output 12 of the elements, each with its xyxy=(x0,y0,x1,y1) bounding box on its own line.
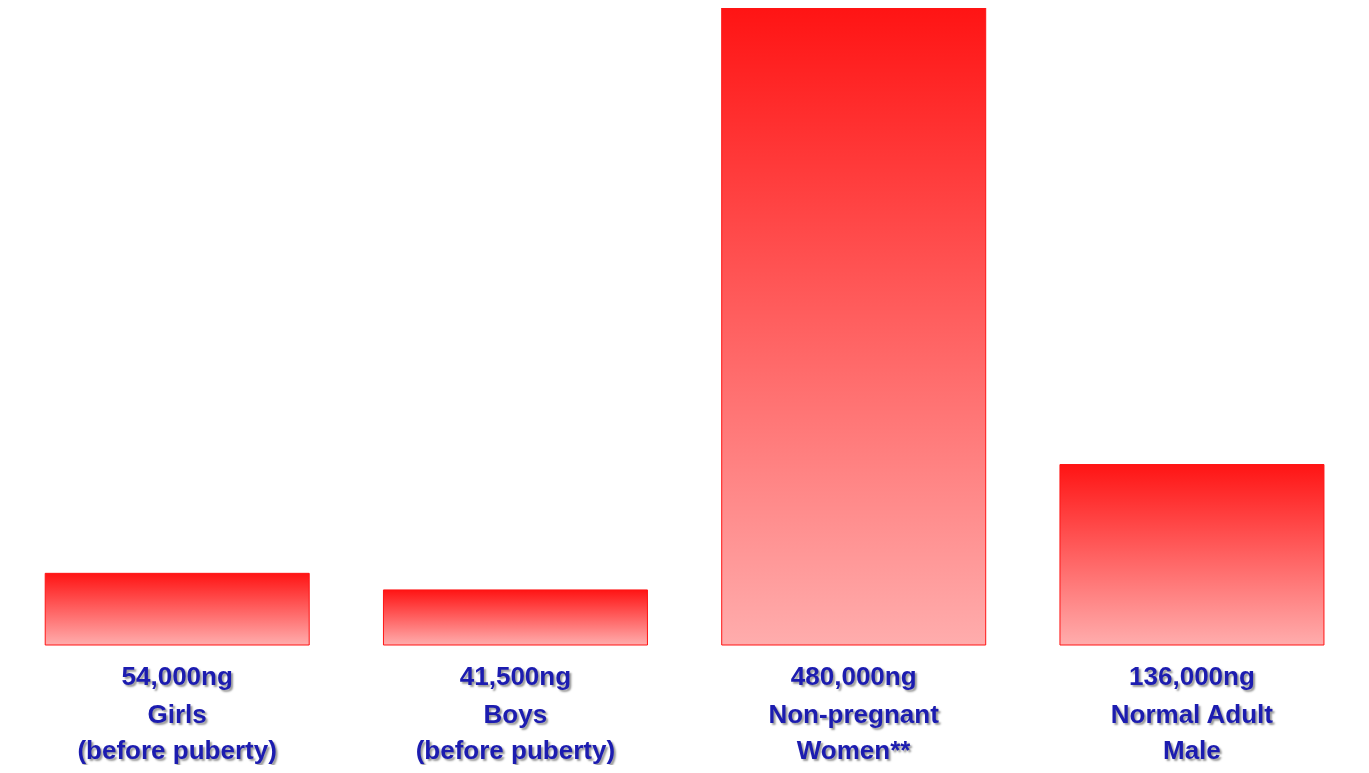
x-tick-label: Girls (before puberty) xyxy=(77,699,277,765)
data-label: 54,000ng xyxy=(121,661,233,691)
data-label: 136,000ng xyxy=(1129,661,1255,691)
x-tick-label: Normal Adult Male xyxy=(1110,699,1274,765)
data-label: 480,000ng xyxy=(790,661,917,691)
bar xyxy=(1059,464,1325,646)
bar xyxy=(721,8,987,646)
x-tick-label: Boys (before puberty) xyxy=(415,699,616,765)
bar xyxy=(44,572,310,646)
data-label: 41,500ng xyxy=(459,661,572,691)
bar xyxy=(382,589,648,646)
x-tick-label: Non-pregnant Women** xyxy=(768,699,940,765)
